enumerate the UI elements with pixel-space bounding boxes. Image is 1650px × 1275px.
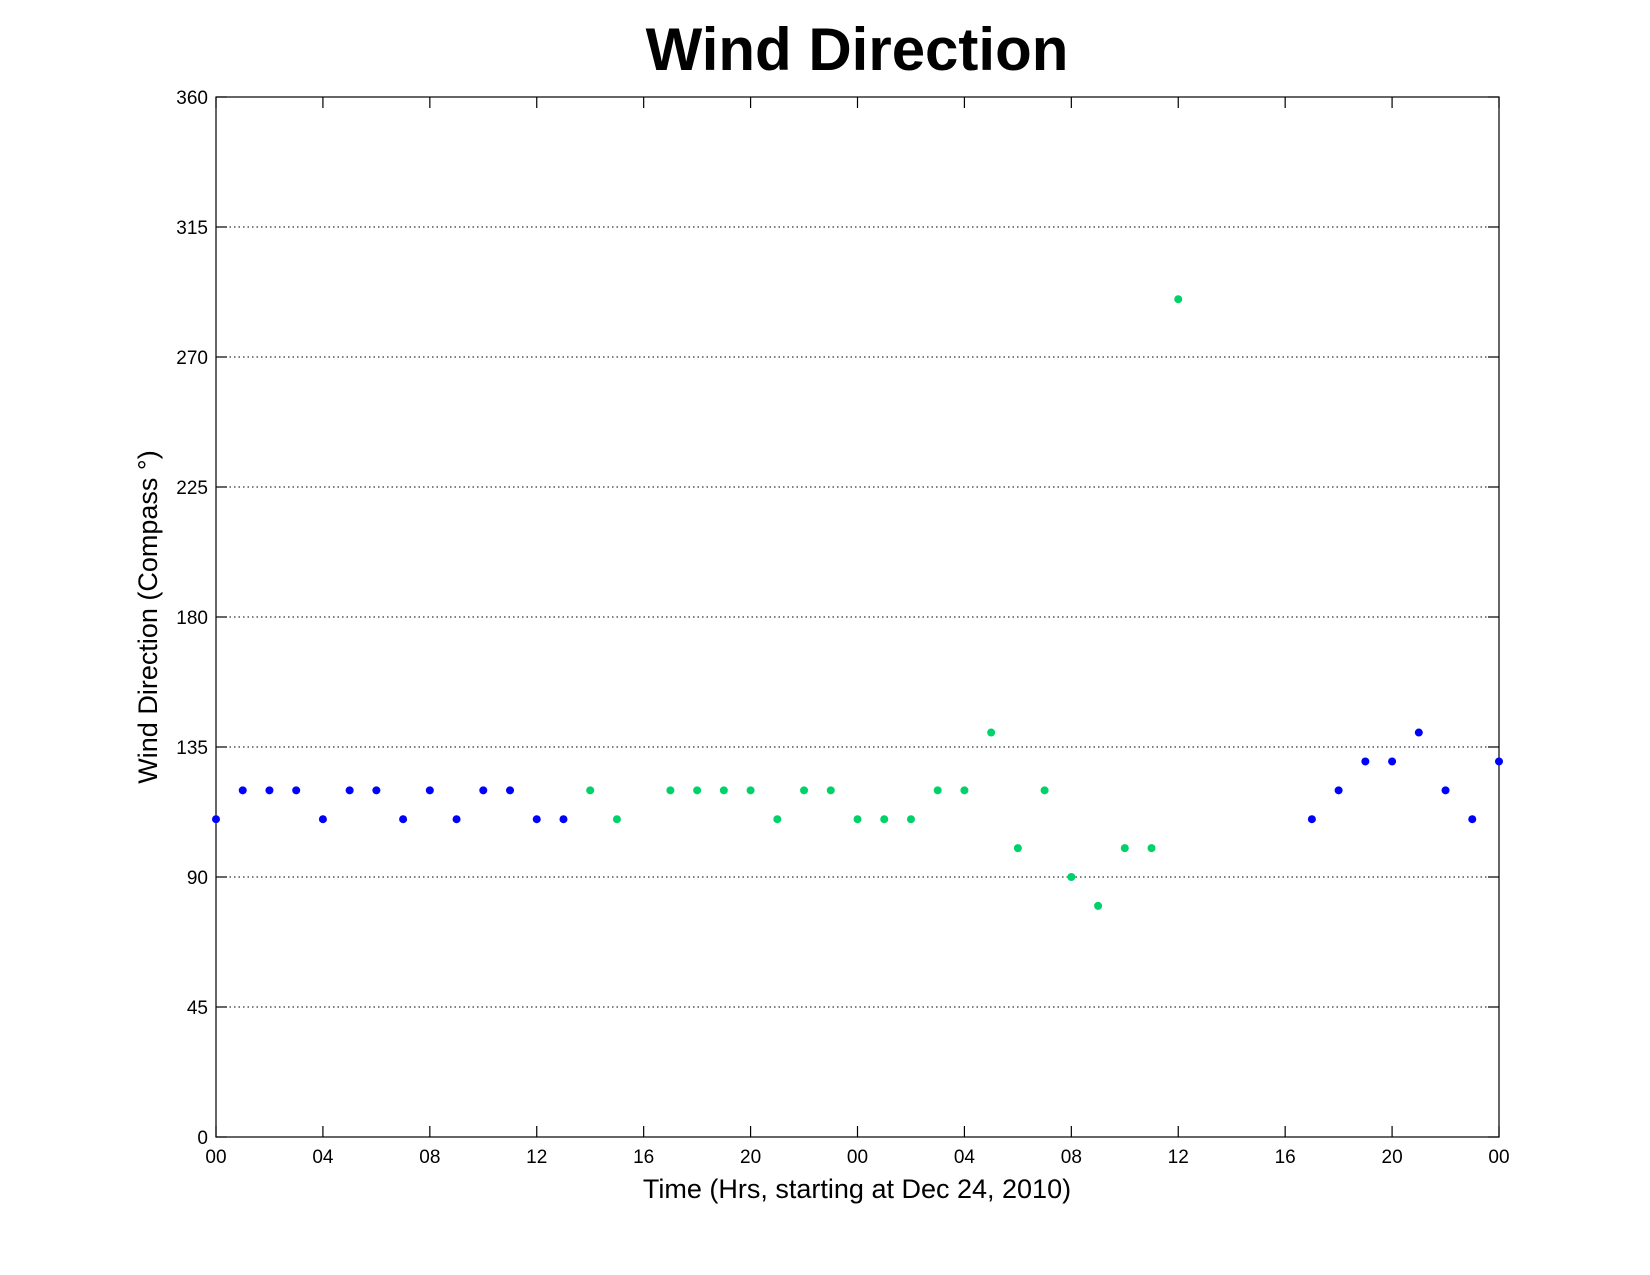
- data-point: [318, 815, 327, 824]
- data-point: [265, 786, 274, 795]
- data-point: [800, 786, 809, 795]
- grid-lines: [216, 226, 1499, 1008]
- data-points: [212, 295, 1503, 910]
- x-tick-labels: 00 04 08 12 16 20 00 04 08 12 16 20 00: [205, 1147, 1509, 1168]
- data-point: [746, 786, 755, 795]
- data-point: [372, 786, 381, 795]
- y-tick-label: 315: [176, 218, 208, 239]
- data-point: [452, 815, 461, 824]
- data-point: [933, 786, 942, 795]
- axis-ticks: [215, 96, 1500, 1138]
- data-point: [719, 786, 728, 795]
- x-tick-label: 00: [847, 1147, 868, 1168]
- y-tick-label: 45: [187, 998, 208, 1019]
- y-tick-label: 270: [176, 348, 208, 369]
- data-point: [399, 815, 408, 824]
- data-point: [1040, 786, 1049, 795]
- y-tick-label: 90: [187, 868, 208, 889]
- data-point: [1468, 815, 1477, 824]
- y-axis-label: Wind Direction (Compass °): [133, 450, 163, 783]
- data-point: [1495, 757, 1503, 766]
- data-point: [1334, 786, 1343, 795]
- data-point: [826, 786, 835, 795]
- plot-frame: [215, 96, 1500, 1138]
- data-point: [1147, 844, 1156, 853]
- x-tick-label: 08: [419, 1147, 440, 1168]
- data-point: [1067, 873, 1076, 881]
- chart-title: Wind Direction: [646, 16, 1069, 83]
- data-point: [773, 815, 782, 824]
- y-tick-labels: 0 45 90 135 180 225 270 315 360: [176, 88, 208, 1149]
- x-tick-label: 20: [740, 1147, 761, 1168]
- y-tick-label: 360: [176, 88, 208, 109]
- data-point: [425, 786, 434, 795]
- data-point: [212, 815, 220, 824]
- data-point: [987, 728, 996, 737]
- data-point: [1307, 815, 1316, 824]
- data-point: [1388, 757, 1397, 766]
- x-tick-label: 08: [1061, 1147, 1082, 1168]
- data-point: [586, 786, 595, 795]
- data-point: [666, 786, 675, 795]
- y-tick-label: 180: [176, 608, 208, 629]
- data-point: [853, 815, 862, 824]
- data-point: [1414, 728, 1423, 737]
- data-point: [1174, 295, 1183, 304]
- x-axis-label: Time (Hrs, starting at Dec 24, 2010): [643, 1174, 1071, 1204]
- data-point: [612, 815, 621, 824]
- data-point: [880, 815, 889, 824]
- x-tick-label: 16: [1275, 1147, 1296, 1168]
- data-point: [960, 786, 969, 795]
- data-point: [532, 815, 541, 824]
- x-tick-label: 00: [1488, 1147, 1509, 1168]
- x-tick-label: 16: [633, 1147, 654, 1168]
- data-point: [479, 786, 488, 795]
- data-point: [506, 786, 515, 795]
- data-point: [1441, 786, 1450, 795]
- data-point: [1094, 901, 1103, 910]
- data-point: [345, 786, 354, 795]
- y-tick-label: 135: [176, 738, 208, 759]
- data-point: [238, 786, 247, 795]
- x-tick-label: 00: [205, 1147, 226, 1168]
- data-point: [1013, 844, 1022, 853]
- data-point: [1361, 757, 1370, 766]
- data-point: [1120, 844, 1129, 853]
- y-tick-label: 0: [197, 1128, 208, 1149]
- x-tick-label: 12: [1168, 1147, 1189, 1168]
- x-tick-label: 20: [1382, 1147, 1403, 1168]
- data-point: [693, 786, 702, 795]
- x-tick-label: 04: [954, 1147, 976, 1168]
- x-tick-label: 12: [526, 1147, 547, 1168]
- x-tick-label: 04: [312, 1147, 334, 1168]
- data-point: [559, 815, 568, 824]
- data-point: [292, 786, 301, 795]
- y-tick-label: 225: [176, 478, 208, 499]
- data-point: [906, 815, 915, 824]
